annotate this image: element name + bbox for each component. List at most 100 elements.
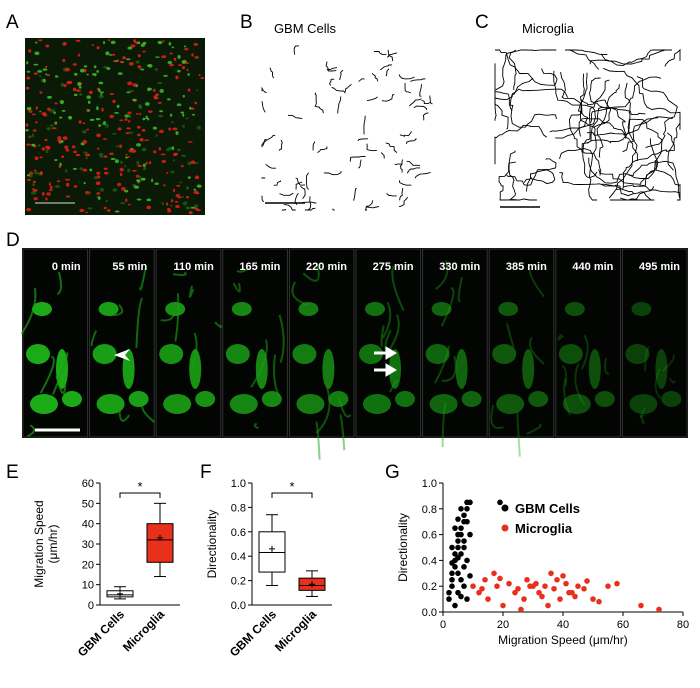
cell (429, 394, 458, 414)
cell (128, 131, 134, 134)
timelapse-frames: 0 min 55 min 110 min 165 min 220 min 275 min 3… (20, 248, 688, 460)
cell (154, 67, 158, 71)
cell (38, 75, 42, 78)
cell (116, 182, 122, 187)
cell (133, 185, 140, 189)
cell (56, 180, 61, 183)
point (449, 583, 455, 589)
cell (177, 55, 181, 59)
cell (176, 69, 181, 73)
track (394, 159, 403, 166)
cell (231, 302, 252, 316)
charts: 0 10 20 30 40 50 60 Migration Speed (μm/hr) GBM C… (32, 478, 689, 660)
cell (138, 104, 143, 109)
cell (562, 394, 591, 414)
cell (157, 101, 162, 104)
track (596, 84, 620, 158)
track (421, 99, 431, 105)
cell (132, 83, 137, 87)
cell (62, 58, 66, 63)
point (518, 606, 524, 613)
cell (33, 197, 38, 201)
point (455, 538, 461, 544)
cell (99, 187, 104, 192)
time-label: 110 min (173, 261, 214, 273)
x-tick-label: 40 (557, 619, 569, 631)
cell (135, 60, 140, 64)
cell (629, 394, 658, 414)
y-tick-label: 0.4 (231, 551, 246, 563)
cell (165, 302, 186, 316)
micrograph (25, 38, 205, 215)
point (464, 557, 470, 564)
x-tick-label: GBM Cells (227, 607, 280, 660)
cell (153, 150, 157, 154)
cell (46, 74, 51, 77)
track (429, 95, 433, 105)
point (539, 593, 545, 600)
cell (31, 113, 36, 116)
point (446, 596, 452, 602)
cell (39, 91, 43, 94)
cell (116, 104, 120, 109)
track (380, 64, 393, 71)
cell (127, 111, 132, 115)
cell (190, 160, 196, 165)
cell (185, 206, 191, 210)
point (656, 606, 662, 613)
cell (34, 51, 40, 56)
track (600, 49, 672, 67)
cell (106, 67, 111, 70)
cell (66, 182, 70, 187)
cell (146, 205, 152, 210)
cell (193, 188, 197, 191)
cell (33, 63, 39, 66)
cell (117, 127, 122, 131)
cell (296, 394, 325, 414)
cell (189, 349, 202, 389)
track (315, 105, 324, 114)
point (506, 580, 512, 587)
process (39, 355, 55, 394)
cell (112, 60, 116, 62)
process (191, 332, 198, 367)
cell (145, 162, 149, 165)
cell (29, 173, 33, 178)
track (399, 164, 403, 173)
cell (64, 145, 69, 150)
y-tick-label: 0.6 (422, 530, 437, 542)
cell (98, 88, 101, 93)
process (135, 297, 144, 348)
point (455, 516, 461, 522)
cell (45, 149, 49, 154)
track (305, 172, 310, 190)
track (523, 169, 556, 192)
track (373, 50, 387, 55)
cell (83, 151, 88, 154)
track (494, 88, 569, 101)
cell (119, 144, 122, 149)
y-tick-label: 20 (82, 559, 94, 571)
process (381, 301, 392, 339)
cell (72, 63, 78, 66)
cell (176, 103, 182, 107)
cell (292, 344, 317, 364)
point (452, 602, 458, 609)
track (287, 114, 303, 120)
cell (148, 110, 153, 113)
y-axis-label: Directionality (396, 513, 410, 582)
track (498, 150, 518, 201)
cell (142, 163, 146, 167)
cell (41, 147, 46, 151)
y-tick-label: 0 (88, 600, 94, 612)
track (380, 152, 385, 159)
cell (631, 302, 652, 316)
point (560, 573, 566, 579)
track (406, 160, 421, 167)
cell (655, 349, 668, 389)
cell (140, 43, 145, 47)
track (357, 138, 369, 142)
cell (26, 207, 32, 212)
cell (167, 98, 171, 101)
cell (33, 169, 37, 172)
